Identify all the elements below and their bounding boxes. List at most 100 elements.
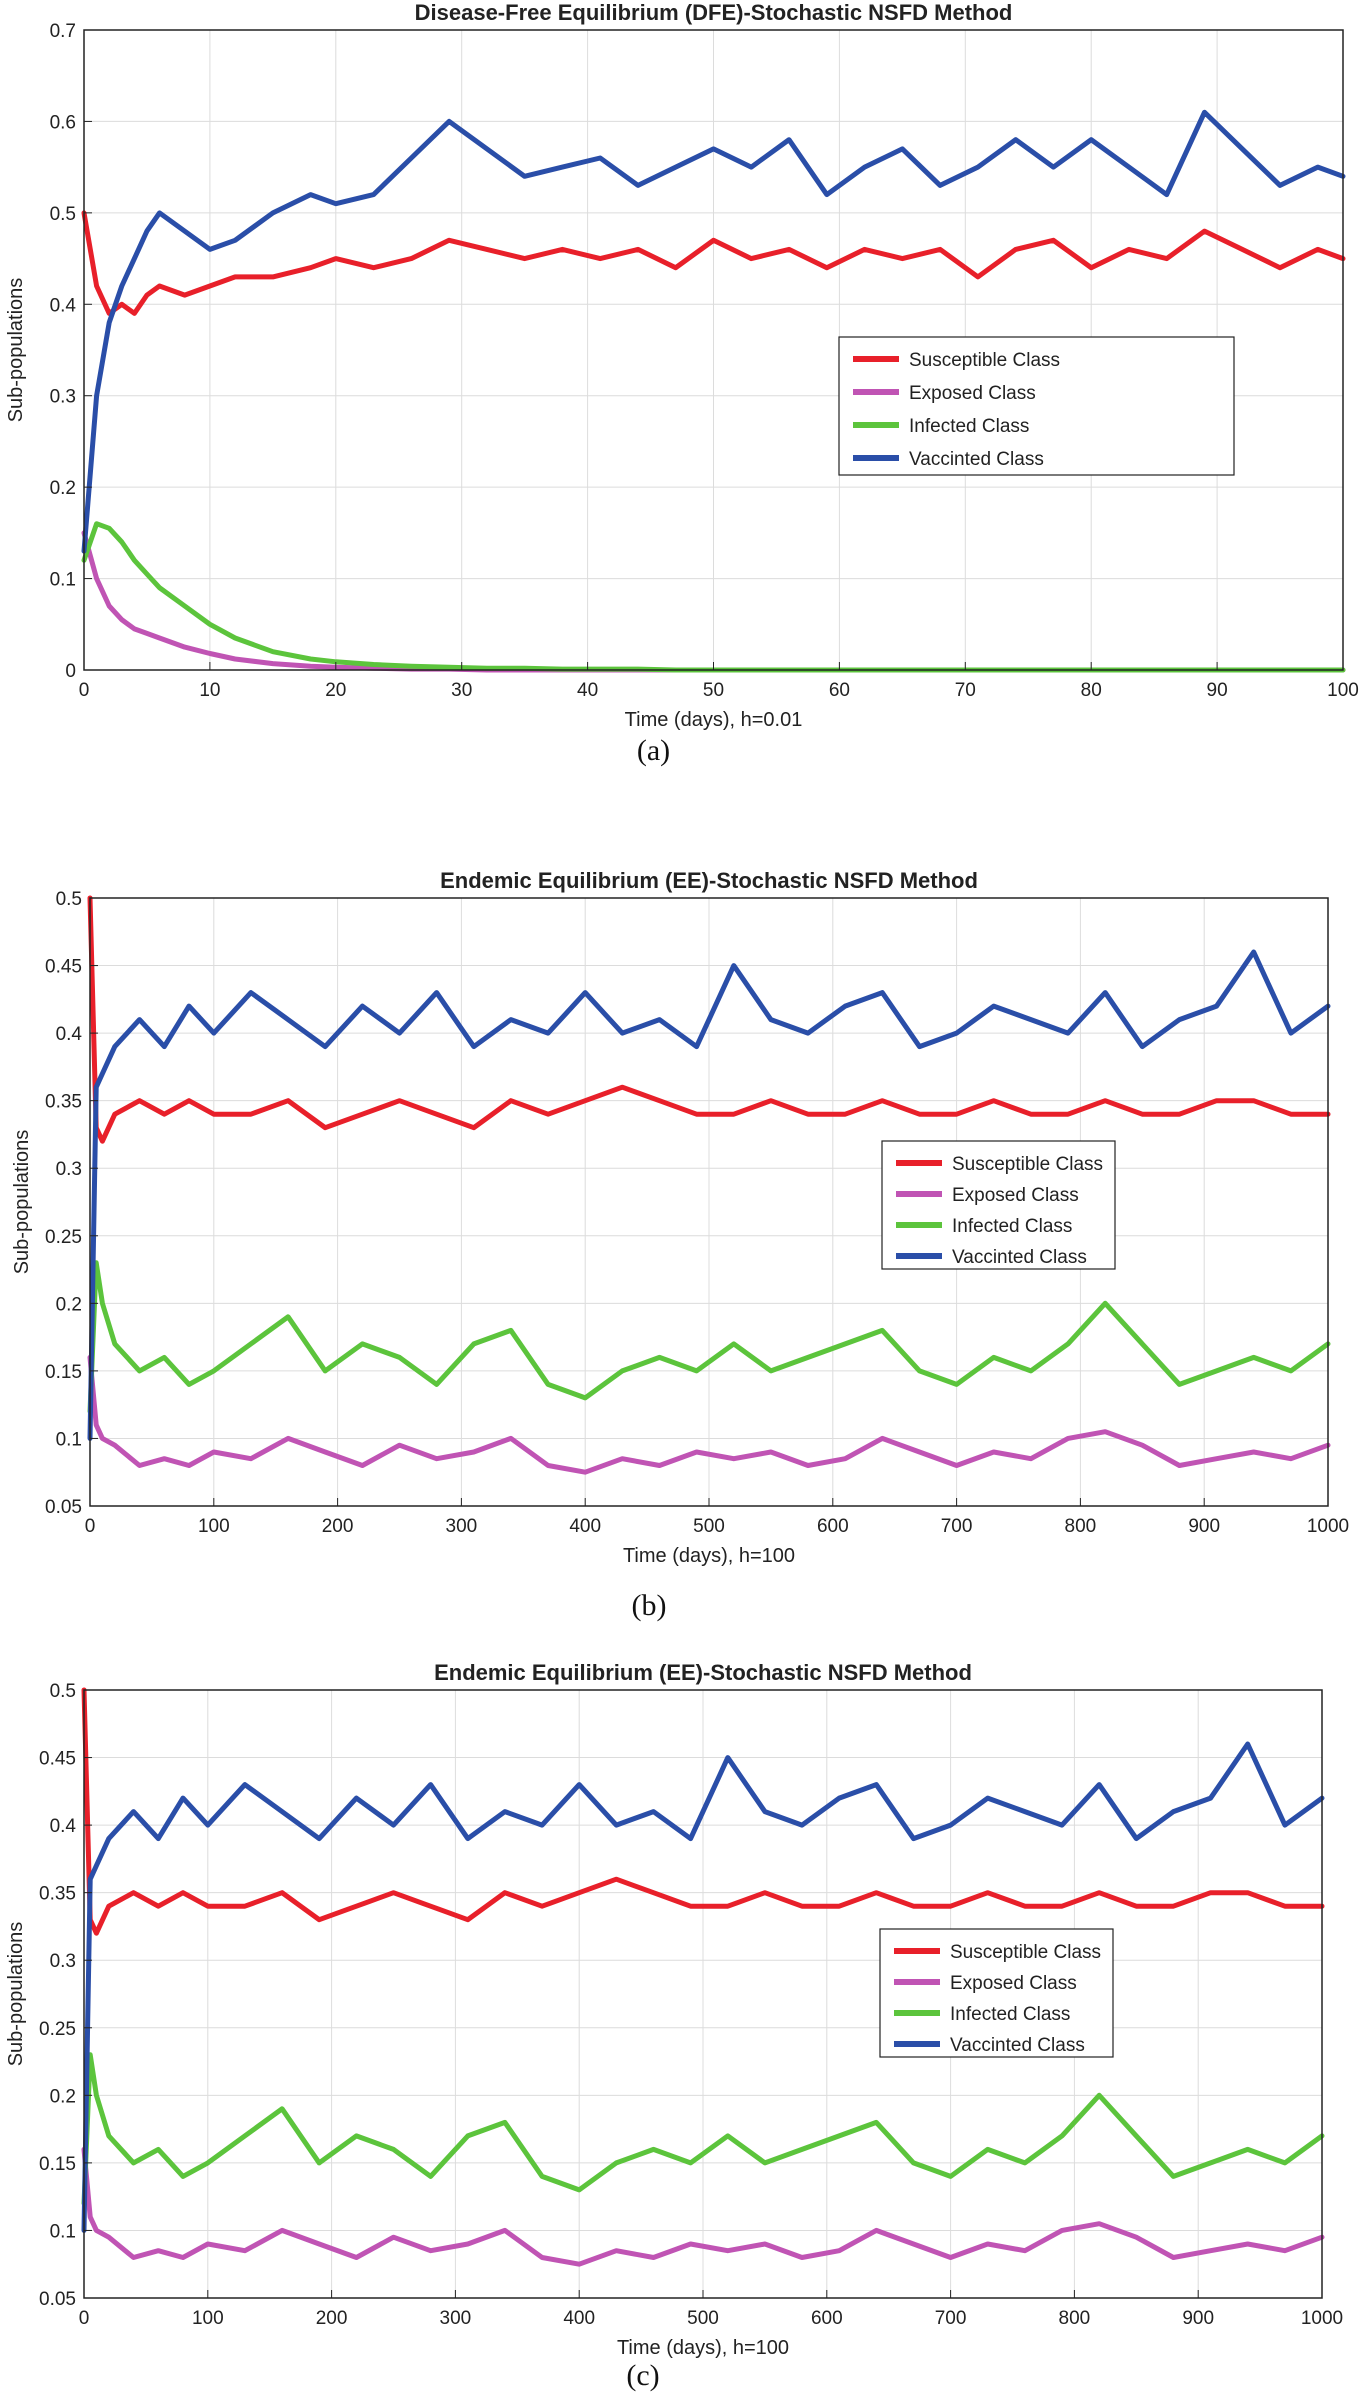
chart-2-x-tick-label: 100 (192, 2308, 224, 2329)
chart-2-x-tick-label: 300 (440, 2308, 472, 2329)
chart-1-x-tick-label: 500 (693, 1516, 725, 1537)
chart-2-x-tick-label: 800 (1059, 2308, 1091, 2329)
chart-0-y-tick-label: 0.2 (50, 478, 76, 499)
chart-0-series-susceptible-class (81, 210, 1346, 316)
chart-1: 0 100 200 300 400 500 600 700 800 900 1000 0.05 0.1 0… (11, 868, 1349, 1622)
chart-0-title: Disease-Free Equilibrium (DFE)-Stochasti… (415, 0, 1013, 25)
chart-1-x-tick-label: 1000 (1307, 1516, 1349, 1537)
chart-1-x-tick-label: 200 (322, 1516, 354, 1537)
chart-2-series-vaccinted-class (81, 1741, 1325, 2233)
chart-2-series-infected-class (81, 2052, 1325, 2206)
chart-1-legend-label: Susceptible Class (952, 1154, 1103, 1175)
chart-1-x-tick-label: 100 (198, 1516, 230, 1537)
chart-2-y-tick-label: 0.2 (50, 2086, 76, 2107)
chart-2-x-tick-label: 500 (687, 2308, 719, 2329)
chart-1-series-vaccinted-class (87, 949, 1331, 1441)
chart-1-title: Endemic Equilibrium (EE)-Stochastic NSFD… (440, 868, 978, 893)
chart-0-legend: Susceptible Class Exposed Class Infected C… (838, 336, 1235, 476)
chart-1-x-tick-label: 400 (569, 1516, 601, 1537)
chart-1-series-infected-class (87, 1260, 1331, 1414)
chart-0-legend-label: Infected Class (909, 416, 1029, 437)
chart-2-x-tick-label: 700 (935, 2308, 967, 2329)
chart-0-x-tick-label: 60 (829, 680, 850, 701)
chart-1-y-tick-label: 0.35 (45, 1092, 82, 1113)
chart-0-x-tick-label: 0 (79, 680, 90, 701)
chart-2-title: Endemic Equilibrium (EE)-Stochastic NSFD… (434, 1660, 972, 1685)
chart-1-x-tick-label: 800 (1065, 1516, 1097, 1537)
chart-0-legend-label: Vaccinted Class (909, 449, 1044, 470)
chart-0-legend-label: Susceptible Class (909, 350, 1060, 371)
chart-0-series-vaccinted-class (81, 109, 1346, 554)
chart-0-y-tick-label: 0.5 (50, 204, 76, 225)
chart-0-y-tick-label: 0.1 (50, 570, 76, 591)
chart-1-x-axis-label: Time (days), h=100 (623, 1545, 795, 1567)
chart-1-y-tick-label: 0.4 (56, 1024, 83, 1045)
chart-0-y-tick-label: 0 (65, 661, 76, 682)
chart-2-x-tick-label: 200 (316, 2308, 348, 2329)
chart-1-legend-label: Vaccinted Class (952, 1247, 1087, 1268)
chart-0-caption: (a) (637, 734, 670, 767)
chart-1-legend-label: Infected Class (952, 1216, 1072, 1237)
chart-2-x-tick-label: 600 (811, 2308, 843, 2329)
chart-2-x-axis-label: Time (days), h=100 (617, 2337, 789, 2359)
chart-2-caption: (c) (626, 2359, 659, 2392)
chart-0-y-tick-label: 0.3 (50, 387, 76, 408)
chart-0-x-tick-label: 80 (1081, 680, 1102, 701)
chart-2-y-axis-label: Sub-populations (5, 1922, 27, 2067)
chart-2-y-tick-label: 0.5 (50, 1681, 76, 1702)
chart-2-x-tick-label: 400 (563, 2308, 595, 2329)
chart-2-legend-box (879, 1928, 1114, 2058)
chart-2: 0 100 200 300 400 500 600 700 800 900 1000 0.05 0.1 0… (5, 1660, 1343, 2392)
chart-1-y-tick-label: 0.5 (56, 889, 82, 910)
chart-1-y-tick-label: 0.05 (45, 1497, 82, 1518)
chart-0-y-tick-label: 0.6 (50, 112, 76, 133)
chart-2-legend-label: Vaccinted Class (950, 2035, 1085, 2056)
chart-0-x-tick-label: 30 (451, 680, 472, 701)
chart-2-y-tick-label: 0.45 (39, 1749, 76, 1770)
chart-1-x-tick-label: 300 (446, 1516, 478, 1537)
chart-0-x-tick-label: 40 (577, 680, 598, 701)
chart-0-x-tick-label: 100 (1327, 680, 1359, 701)
chart-1-y-tick-label: 0.45 (45, 957, 82, 978)
chart-0-x-tick-label: 50 (703, 680, 724, 701)
chart-2-legend-label: Susceptible Class (950, 1942, 1101, 1963)
chart-2-y-tick-label: 0.25 (39, 2019, 76, 2040)
chart-2-y-tick-label: 0.4 (50, 1816, 77, 1837)
chart-1-x-tick-label: 900 (1188, 1516, 1220, 1537)
chart-0-x-axis-label: Time (days), h=0.01 (625, 709, 803, 731)
chart-1-legend: Susceptible Class Exposed Class Infected C… (881, 1140, 1116, 1270)
chart-2-y-tick-label: 0.3 (50, 1951, 76, 1972)
chart-2-legend: Susceptible Class Exposed Class Infected C… (879, 1928, 1114, 2058)
chart-2-y-tick-label: 0.05 (39, 2289, 76, 2310)
chart-0: 0 10 20 30 40 50 60 70 80 90 100 0 0.1 0.2 0.3 0.4 0.5 0.… (5, 0, 1359, 767)
chart-2-x-tick-label: 900 (1182, 2308, 1214, 2329)
chart-1-y-tick-label: 0.1 (56, 1429, 82, 1450)
chart-0-x-tick-label: 90 (1207, 680, 1228, 701)
chart-0-legend-label: Exposed Class (909, 383, 1036, 404)
chart-0-legend-box (838, 336, 1235, 476)
chart-2-x-tick-label: 1000 (1301, 2308, 1343, 2329)
chart-0-y-axis-label: Sub-populations (5, 278, 27, 423)
chart-2-legend-label: Infected Class (950, 2004, 1070, 2025)
chart-1-y-tick-label: 0.3 (56, 1159, 82, 1180)
chart-0-x-tick-label: 70 (955, 680, 976, 701)
chart-1-series-exposed-class (87, 1354, 1331, 1475)
chart-2-y-tick-label: 0.35 (39, 1884, 76, 1905)
chart-1-series-susceptible-class (87, 895, 1331, 1144)
chart-2-y-tick-label: 0.1 (50, 2221, 76, 2242)
chart-2-series-susceptible-class (81, 1687, 1325, 1936)
chart-1-y-axis-label: Sub-populations (11, 1130, 33, 1275)
chart-1-y-tick-label: 0.15 (45, 1362, 82, 1383)
chart-2-legend-label: Exposed Class (950, 1973, 1077, 1994)
chart-1-y-tick-label: 0.2 (56, 1294, 82, 1315)
chart-2-series-exposed-class (81, 2146, 1325, 2267)
chart-1-caption: (b) (632, 1589, 667, 1622)
chart-1-x-tick-label: 0 (85, 1516, 96, 1537)
chart-1-legend-label: Exposed Class (952, 1185, 1079, 1206)
chart-2-x-tick-label: 0 (79, 2308, 90, 2329)
chart-1-x-tick-label: 600 (817, 1516, 849, 1537)
chart-1-x-tick-label: 700 (941, 1516, 973, 1537)
chart-1-y-tick-label: 0.25 (45, 1227, 82, 1248)
chart-0-y-tick-label: 0.4 (50, 295, 77, 316)
